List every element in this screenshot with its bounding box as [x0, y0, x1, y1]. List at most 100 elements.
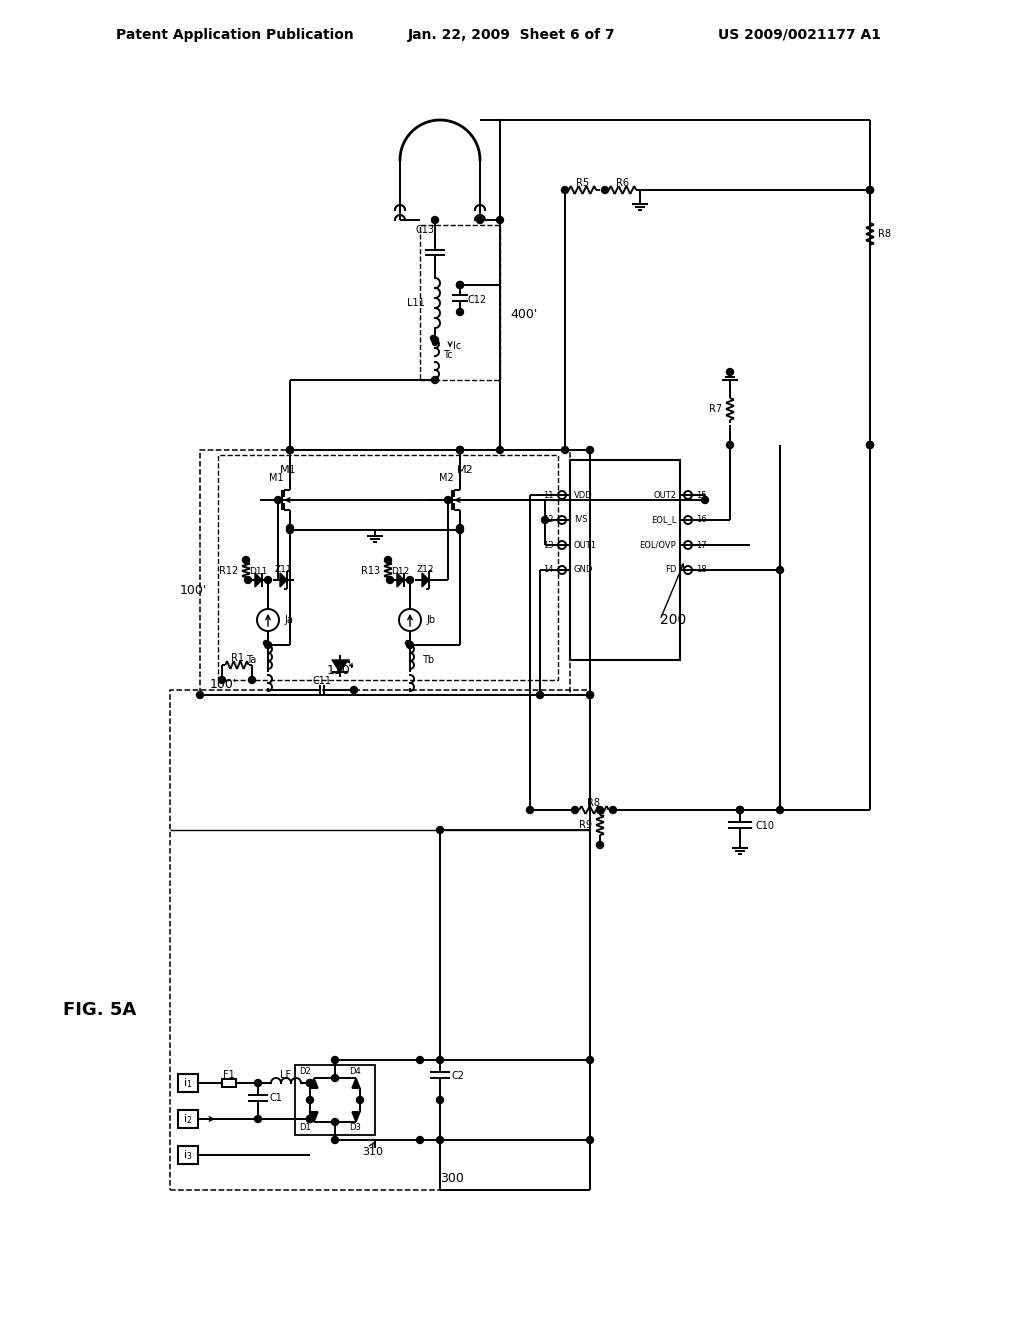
Circle shape	[431, 337, 438, 343]
Circle shape	[866, 186, 873, 194]
Circle shape	[457, 446, 464, 454]
Text: R8: R8	[878, 228, 891, 239]
Circle shape	[263, 640, 268, 645]
Polygon shape	[352, 1111, 360, 1122]
Text: Ta: Ta	[246, 655, 256, 665]
Text: Patent Application Publication: Patent Application Publication	[116, 28, 354, 42]
Text: Tb: Tb	[422, 655, 434, 665]
Text: 200: 200	[660, 612, 686, 627]
Circle shape	[476, 216, 483, 223]
Text: 100': 100'	[210, 678, 238, 692]
Bar	[222, 1078, 236, 1086]
Circle shape	[306, 1097, 313, 1104]
Bar	[420, 224, 500, 380]
Circle shape	[587, 692, 594, 698]
Text: 18: 18	[696, 565, 707, 574]
Text: L11: L11	[408, 298, 425, 308]
Bar	[218, 455, 558, 680]
Circle shape	[332, 1074, 339, 1081]
Circle shape	[287, 446, 294, 454]
Text: Z11: Z11	[274, 565, 292, 574]
Text: C13: C13	[416, 224, 435, 235]
Text: i$_1$: i$_1$	[183, 1076, 193, 1090]
Circle shape	[332, 1118, 339, 1126]
Circle shape	[436, 826, 443, 833]
Text: M2: M2	[457, 465, 473, 475]
Circle shape	[726, 441, 733, 449]
Circle shape	[457, 281, 464, 289]
Text: VDD: VDD	[574, 491, 593, 499]
Circle shape	[726, 368, 733, 375]
Circle shape	[457, 524, 464, 532]
Circle shape	[561, 186, 568, 194]
Circle shape	[587, 1056, 594, 1064]
Circle shape	[457, 309, 464, 315]
Circle shape	[255, 1080, 261, 1086]
Circle shape	[406, 640, 411, 645]
Bar	[295, 1065, 375, 1135]
Text: M2: M2	[438, 473, 454, 483]
Text: Jan. 22, 2009  Sheet 6 of 7: Jan. 22, 2009 Sheet 6 of 7	[409, 28, 615, 42]
Text: R9: R9	[579, 820, 592, 830]
Circle shape	[537, 692, 544, 698]
Text: 15: 15	[696, 491, 707, 499]
Circle shape	[457, 281, 464, 289]
Text: F1: F1	[223, 1071, 234, 1080]
Circle shape	[866, 441, 873, 449]
Circle shape	[274, 496, 282, 503]
Text: IVS: IVS	[574, 516, 588, 524]
Circle shape	[384, 557, 391, 564]
Circle shape	[497, 216, 504, 223]
Polygon shape	[310, 1111, 318, 1122]
Text: 100': 100'	[180, 583, 208, 597]
Circle shape	[597, 842, 603, 849]
Text: 11: 11	[544, 491, 554, 499]
Text: D1: D1	[299, 1123, 311, 1133]
Circle shape	[609, 807, 616, 813]
Text: D11: D11	[249, 566, 267, 576]
Text: D3: D3	[349, 1123, 360, 1133]
Circle shape	[587, 1137, 594, 1143]
Circle shape	[587, 692, 594, 698]
Text: Jb: Jb	[426, 615, 435, 624]
Text: 13: 13	[544, 540, 554, 549]
Text: 310: 310	[362, 1147, 383, 1158]
Text: EOL_L: EOL_L	[650, 516, 676, 524]
Circle shape	[776, 807, 783, 813]
Circle shape	[417, 1056, 424, 1064]
Circle shape	[306, 1115, 313, 1122]
Bar	[200, 450, 570, 696]
Text: US 2009/0021177 A1: US 2009/0021177 A1	[719, 28, 882, 42]
Text: OUT2: OUT2	[653, 491, 676, 499]
Polygon shape	[422, 573, 429, 587]
Circle shape	[407, 642, 414, 648]
Circle shape	[245, 577, 252, 583]
Circle shape	[249, 676, 256, 684]
Bar	[170, 690, 590, 1191]
Circle shape	[457, 527, 464, 533]
Circle shape	[457, 446, 464, 454]
Polygon shape	[332, 660, 348, 672]
Circle shape	[601, 186, 608, 194]
Polygon shape	[397, 573, 404, 587]
Circle shape	[255, 1115, 261, 1122]
Circle shape	[432, 341, 437, 346]
Text: R8: R8	[588, 799, 600, 808]
Text: FIG. 5A: FIG. 5A	[63, 1001, 136, 1019]
Polygon shape	[280, 573, 287, 587]
Text: EOL/OVP: EOL/OVP	[639, 540, 676, 549]
Circle shape	[264, 642, 271, 648]
Circle shape	[542, 516, 549, 524]
Circle shape	[701, 496, 709, 503]
Circle shape	[431, 216, 438, 223]
Circle shape	[287, 527, 294, 533]
Circle shape	[444, 496, 452, 503]
Circle shape	[866, 441, 873, 449]
Circle shape	[306, 1115, 313, 1122]
Text: R7: R7	[709, 404, 722, 414]
Circle shape	[350, 686, 357, 693]
Polygon shape	[352, 1078, 360, 1088]
Polygon shape	[310, 1078, 318, 1088]
Text: R1: R1	[230, 653, 244, 663]
Text: FD: FD	[665, 565, 676, 574]
